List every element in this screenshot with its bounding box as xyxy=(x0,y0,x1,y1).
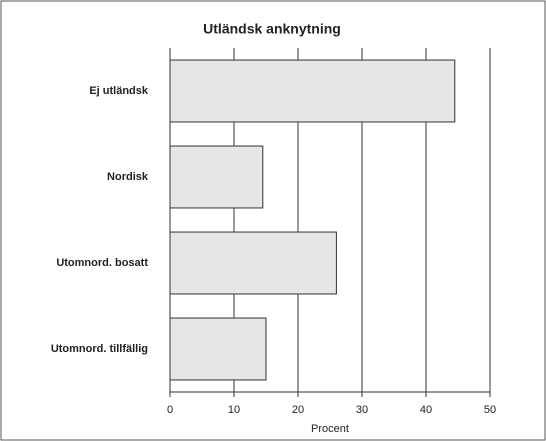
y-tick-label: Utomnord. tillfällig xyxy=(51,343,148,355)
y-tick-label: Nordisk xyxy=(107,171,149,183)
y-tick-label: Utomnord. bosatt xyxy=(56,257,148,269)
bar xyxy=(169,317,267,381)
x-axis-label: Procent xyxy=(311,423,349,435)
chart-title: Utländsk anknytning xyxy=(203,21,341,37)
x-tick-label: 20 xyxy=(292,404,304,416)
x-tick-label: 0 xyxy=(167,404,173,416)
bar xyxy=(169,59,456,123)
y-tick-label: Ej utländsk xyxy=(89,85,149,97)
x-tick-label: 10 xyxy=(228,404,240,416)
x-tick-label: 50 xyxy=(484,404,496,416)
bar xyxy=(169,231,337,295)
x-tick-label: 40 xyxy=(420,404,432,416)
x-tick-label: 30 xyxy=(356,404,368,416)
bar xyxy=(169,145,264,209)
